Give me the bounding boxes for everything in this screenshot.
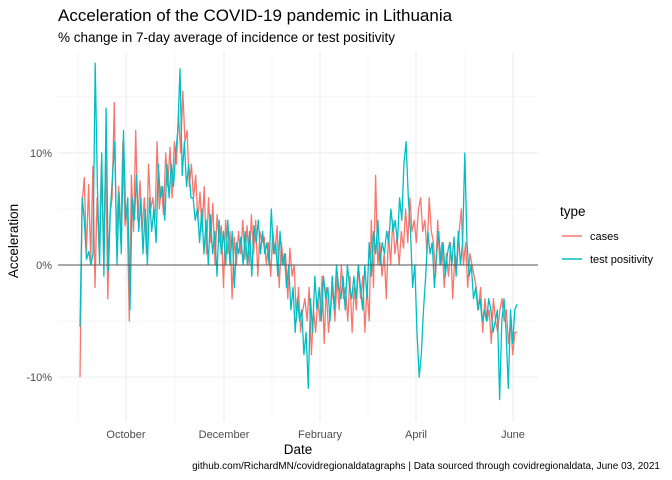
y-tick-labels: -10% 0% 10%: [26, 148, 52, 384]
series-lines: [58, 62, 538, 401]
x-tick-label: April: [405, 429, 427, 441]
legend-label: test positivity: [590, 254, 653, 266]
series-line: [79, 90, 517, 378]
y-tick-label: 10%: [30, 148, 52, 160]
x-tick-label: December: [199, 429, 250, 441]
legend: type cases test positivity: [560, 204, 653, 266]
series-line: [79, 62, 518, 401]
y-axis-title: Acceleration: [6, 204, 21, 278]
chart-caption: github.com/RichardMN/covidregionaldatagr…: [192, 461, 660, 472]
y-tick-label: -10%: [26, 372, 52, 384]
x-tick-label: October: [106, 429, 145, 441]
chart-subtitle: % change in 7-day average of incidence o…: [58, 30, 395, 45]
x-tick-labels: October December February April June: [106, 429, 525, 441]
y-tick-label: 0%: [36, 260, 52, 272]
x-axis-title: Date: [284, 442, 313, 457]
x-tick-label: June: [501, 429, 525, 441]
legend-label: cases: [590, 231, 619, 243]
chart-title: Acceleration of the COVID-19 pandemic in…: [58, 6, 453, 25]
legend-title: type: [560, 204, 586, 219]
x-tick-label: February: [298, 429, 343, 441]
